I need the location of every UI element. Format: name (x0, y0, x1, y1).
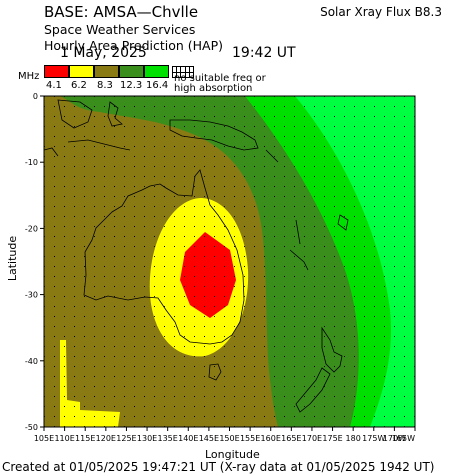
coast-solomon (265, 149, 279, 163)
prediction-date: 1 May, 2025 (60, 45, 147, 61)
legend-label: 16.4 (146, 80, 169, 91)
x-tick-label: 155E (240, 434, 260, 443)
coast-australia (83, 169, 245, 345)
x-axis-label: Longitude (205, 448, 260, 461)
legend-unit: MHz (18, 71, 40, 82)
x-tick-label: 120E (96, 434, 116, 443)
coast-tasmania (208, 363, 222, 381)
product-name: Hourly Area Prediction (HAP) (44, 38, 224, 53)
x-tick-label: 170E (302, 434, 322, 443)
coast-vanuatu (295, 219, 301, 245)
legend-swatch-green (144, 65, 169, 78)
legend-swatch-olive (94, 65, 119, 78)
x-tick-label: 135E (158, 434, 178, 443)
x-tick-label: 175W (362, 434, 385, 443)
x-tick-label: 180 (346, 434, 361, 443)
map-contours (44, 96, 415, 427)
legend-note-line-1: no suitable freq or (174, 73, 266, 84)
prediction-time: 19:42 UT (232, 45, 296, 61)
x-axis: 105E 110E 115E 120E 125E 130E 135E 140E 145E 150E… (34, 427, 416, 443)
service-name: Space Weather Services (44, 22, 196, 37)
x-tick-label: 140E (178, 434, 198, 443)
legend-label: 8.3 (97, 80, 113, 91)
x-tick-label: 145E (199, 434, 219, 443)
legend-label: 6.2 (71, 80, 87, 91)
coast-sulawesi (107, 101, 123, 127)
dot-grid (44, 96, 415, 427)
no-frequency-pattern-swatch (172, 66, 194, 78)
y-axis: 0 -10 -20 -30 -40 -50 (25, 92, 44, 432)
coast-fiji (337, 214, 349, 231)
x-tick-label: 125E (116, 434, 136, 443)
legend-label: 12.3 (120, 80, 143, 91)
coast-nz-north (321, 326, 343, 373)
x-tick-label: 105E (34, 434, 54, 443)
legend-swatch-red (44, 65, 69, 78)
coast-new-caledonia (289, 249, 309, 271)
y-axis-label: Latitude (6, 235, 20, 282)
x-tick-label: 175E (322, 434, 342, 443)
x-tick-label: 130E (137, 434, 157, 443)
x-tick-label: 165W (392, 434, 415, 443)
y-tick-label: 0 (33, 92, 38, 101)
coast-nz-south (295, 367, 331, 413)
legend-swatch-dark-green (119, 65, 144, 78)
footer-timestamp: Created at 01/05/2025 19:47:21 UT (X-ray… (2, 460, 435, 474)
base-title: BASE: AMSA—Chvlle (44, 3, 199, 21)
coast-new-guinea (169, 119, 259, 151)
y-tick-label: -50 (25, 423, 38, 432)
y-tick-label: -10 (25, 158, 38, 167)
legend-note-line-2: high absorption (174, 83, 253, 94)
y-tick-label: -30 (25, 291, 38, 300)
coastlines (44, 99, 349, 413)
x-tick-label: 150E (219, 434, 239, 443)
legend-note: no suitable freq or high absorption (174, 74, 266, 94)
coast-nusa-tenggara (67, 139, 131, 151)
xray-flux: Solar Xray Flux B8.3 (320, 5, 442, 19)
x-tick-label: 170W (383, 434, 406, 443)
x-tick-label: 160E (261, 434, 281, 443)
coast-indonesia-west (44, 147, 59, 157)
header-block: BASE: AMSA—Chvlle Space Weather Services… (44, 3, 223, 53)
x-tick-label: 115E (75, 434, 95, 443)
x-tick-label: 165E (281, 434, 301, 443)
y-tick-label: -20 (25, 224, 38, 233)
x-tick-label: 110E (54, 434, 74, 443)
coast-borneo (57, 99, 93, 129)
legend-label: 4.1 (46, 80, 62, 91)
legend-swatch-yellow (69, 65, 94, 78)
y-tick-label: -40 (25, 357, 38, 366)
